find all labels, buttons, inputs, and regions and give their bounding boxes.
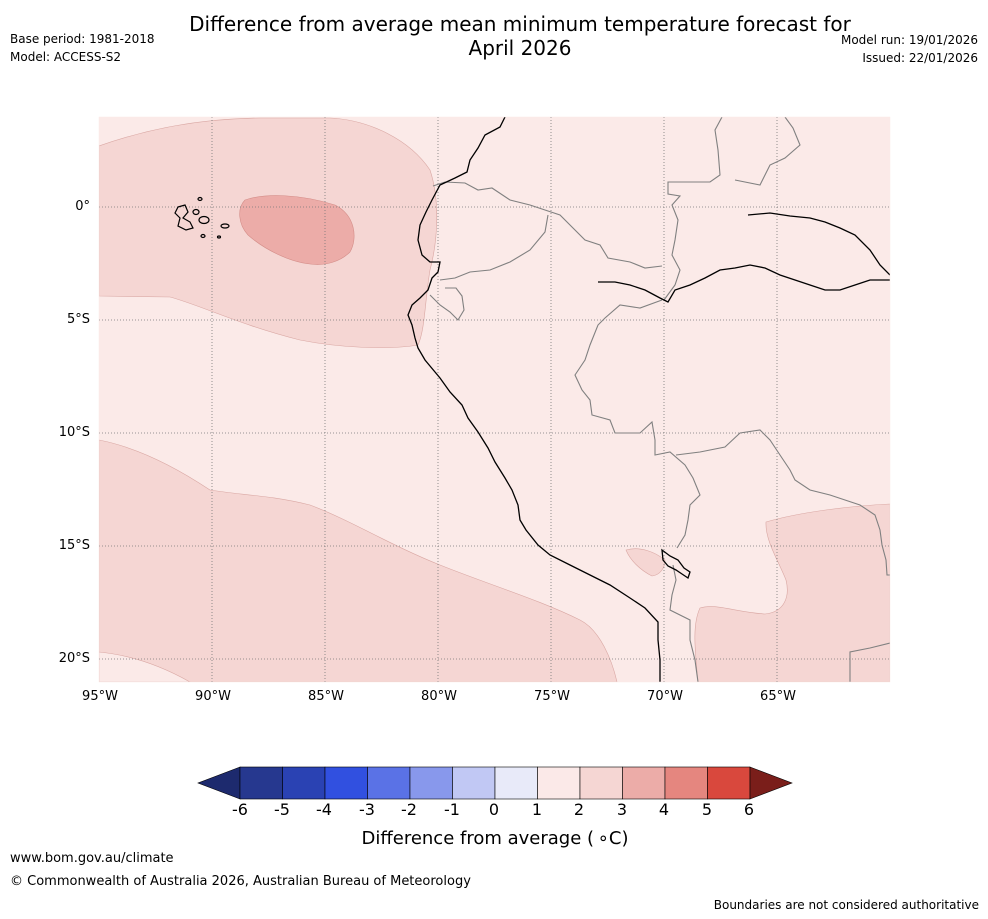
santa-cruz-island (198, 215, 210, 225)
anomaly-region-south-west (99, 439, 618, 682)
model-run: Model run: 19/01/2026 (840, 33, 978, 47)
issued-date: Issued: 22/01/2026 (862, 51, 978, 65)
colorbar-tick: 0 (488, 800, 500, 819)
colorbar-tick: -6 (232, 800, 248, 819)
lon-label-90w: 90°W (195, 689, 231, 704)
lat-label-20s: 20°S (58, 651, 90, 666)
colorbar-tick: -5 (274, 800, 290, 819)
colorbar-tick: 2 (573, 800, 585, 819)
colorbar-tick: -1 (444, 800, 460, 819)
border-colombia-venezuela (663, 117, 723, 301)
anomaly-region-south-east (694, 503, 890, 682)
colorbar-label: Difference from average ( ∘C) (361, 828, 629, 849)
map-frame (98, 116, 891, 683)
colorbar-segment (622, 766, 666, 800)
footer-copyright: © Commonwealth of Australia 2026, Austra… (10, 874, 471, 889)
colorbar-segment (239, 766, 283, 800)
lat-label-5s: 5°S (66, 312, 90, 327)
colorbar-segment (537, 766, 581, 800)
genovesa-island (216, 235, 222, 239)
base-period: Base period: 1981-2018 (10, 32, 155, 46)
galapagos-islands (174, 196, 230, 239)
graticule (99, 117, 890, 682)
isabela-island (174, 204, 194, 231)
footer-disclaimer: Boundaries are not considered authoritat… (713, 898, 979, 912)
marchena-island (197, 196, 203, 202)
lat-label-0: 0° (75, 199, 90, 214)
colorbar-tick: -4 (316, 800, 332, 819)
colorbar-tick: 4 (658, 800, 670, 819)
colorbar-segment (367, 766, 411, 800)
page-title: Difference from average mean minimum tem… (160, 12, 880, 60)
map-plot-area (99, 117, 890, 682)
colorbar-segment (494, 766, 538, 800)
border-ecuador-peru-south (429, 287, 465, 321)
colorbar-extend-max (749, 766, 793, 800)
footer-url[interactable]: www.bom.gov.au/climate (10, 851, 174, 866)
amazon-river (598, 264, 890, 303)
san-cristobal-island (220, 223, 230, 229)
meta-left: Base period: 1981-2018 Model: ACCESS-S2 (10, 30, 155, 66)
anomaly-region-galapagos (239, 195, 355, 265)
rio-negro (747, 212, 890, 276)
colorbar-segment (324, 766, 368, 800)
lon-label-75w: 75°W (534, 689, 570, 704)
border-peru-brazil-north (574, 299, 701, 549)
national-borders (429, 117, 890, 682)
border-bolivia-brazil (675, 429, 890, 576)
colorbar-segment (282, 766, 326, 800)
lat-label-15s: 15°S (58, 538, 90, 553)
lat-label-10s: 10°S (58, 425, 90, 440)
lake-titicaca (661, 548, 691, 580)
espanola-island (200, 233, 206, 239)
border-bolivia-chile (669, 564, 699, 682)
lon-label-95w: 95°W (82, 689, 118, 704)
meta-right: Model run: 19/01/2026 Issued: 22/01/2026 (841, 31, 978, 67)
title-line-2: April 2026 (468, 36, 572, 60)
santiago-island (192, 208, 200, 216)
border-colombia-ecuador (432, 181, 663, 269)
border-venezuela-brazil (734, 117, 801, 186)
colorbar-tick: 3 (616, 800, 628, 819)
colorbar-tick: 6 (743, 800, 755, 819)
title-line-1: Difference from average mean minimum tem… (189, 12, 851, 36)
colorbar-segment (409, 766, 453, 800)
border-ecuador-peru (439, 214, 549, 281)
colorbar-segment (707, 766, 751, 800)
border-bolivia-paraguay (849, 642, 890, 682)
colorbar-segment (579, 766, 623, 800)
lon-label-70w: 70°W (647, 689, 683, 704)
colorbar-segment (452, 766, 496, 800)
colorbar-tick: 1 (531, 800, 543, 819)
lon-label-85w: 85°W (308, 689, 344, 704)
colorbar-segment (664, 766, 708, 800)
colorbar-tick: 5 (701, 800, 713, 819)
colorbar-segments (197, 766, 793, 800)
colorbar-tick: -2 (401, 800, 417, 819)
colorbar-extend-min (197, 766, 241, 800)
coastlines (407, 117, 890, 682)
anomaly-region-titicaca (625, 548, 666, 577)
lon-label-65w: 65°W (760, 689, 796, 704)
pacific-coastline (407, 117, 661, 682)
lon-label-80w: 80°W (421, 689, 457, 704)
model-name: Model: ACCESS-S2 (10, 50, 122, 64)
colorbar-tick: -3 (359, 800, 375, 819)
